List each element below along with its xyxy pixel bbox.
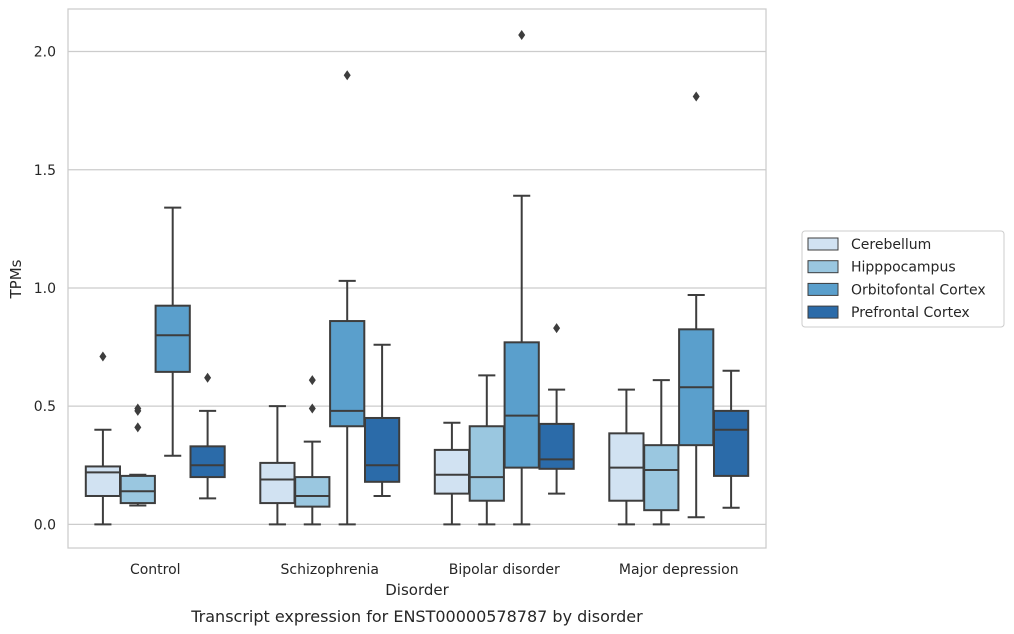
gridlines bbox=[68, 50, 766, 525]
y-tick-label: 2.0 bbox=[34, 45, 56, 61]
outlier-point bbox=[134, 403, 142, 414]
legend-item: Hipppocampus bbox=[807, 260, 956, 276]
box bbox=[433, 448, 471, 495]
y-tick-label: 1.0 bbox=[34, 281, 56, 297]
outlier-point bbox=[343, 70, 351, 81]
outlier-point bbox=[308, 375, 316, 386]
box-group bbox=[608, 388, 645, 526]
plot-frame bbox=[67, 8, 767, 549]
legend-item: Orbitofontal Cortex bbox=[807, 282, 986, 298]
box bbox=[503, 341, 540, 469]
box-group bbox=[259, 405, 296, 526]
legend-swatch bbox=[807, 237, 839, 251]
box bbox=[363, 416, 401, 483]
box-group bbox=[84, 351, 122, 526]
box bbox=[84, 465, 122, 497]
legend-item: Prefrontal Cortex bbox=[807, 305, 970, 321]
legend-frame bbox=[801, 230, 1005, 328]
box bbox=[329, 320, 366, 428]
box-group bbox=[363, 343, 401, 497]
legend-swatch bbox=[807, 305, 839, 319]
chart-caption: Transcript expression for ENST0000057878… bbox=[190, 607, 643, 626]
plot-area bbox=[84, 30, 750, 526]
x-tick-label: Major depression bbox=[619, 562, 739, 578]
outlier-point bbox=[204, 372, 212, 383]
legend-label: Cerebellum bbox=[851, 237, 931, 253]
y-axis-label: TPMs bbox=[7, 259, 25, 299]
box bbox=[154, 304, 191, 373]
legend-label: Hipppocampus bbox=[851, 260, 956, 276]
box-group bbox=[678, 91, 715, 519]
x-axis-label: Disorder bbox=[385, 581, 449, 599]
box bbox=[294, 476, 331, 508]
legend-label: Prefrontal Cortex bbox=[851, 305, 970, 321]
legend: Cerebellum Hipppocampus Orbitofontal Corte… bbox=[801, 230, 1005, 328]
box-group bbox=[503, 30, 540, 526]
outlier-point bbox=[518, 30, 526, 41]
legend-swatch bbox=[807, 260, 839, 274]
outlier-point bbox=[553, 323, 561, 334]
box-group bbox=[538, 323, 575, 495]
box-group bbox=[119, 403, 156, 507]
outlier-point bbox=[308, 403, 316, 414]
y-tick-label: 0.5 bbox=[34, 399, 56, 415]
y-axis-ticks: 0.0 0.5 1.0 1.5 2.0 bbox=[34, 45, 56, 534]
box bbox=[468, 425, 505, 502]
box bbox=[643, 444, 680, 512]
box bbox=[189, 445, 226, 479]
outlier-point bbox=[692, 91, 700, 102]
box bbox=[259, 461, 296, 505]
box-group bbox=[433, 421, 471, 526]
outlier-point bbox=[134, 422, 142, 433]
box bbox=[538, 422, 575, 470]
x-tick-label: Schizophrenia bbox=[281, 562, 379, 578]
x-axis-ticks: Control Schizophrenia Bipolar disorder Majo… bbox=[130, 562, 739, 578]
outlier-point bbox=[99, 351, 107, 362]
box-group bbox=[468, 374, 505, 526]
box bbox=[712, 409, 750, 477]
box-group bbox=[643, 379, 680, 526]
legend-item: Cerebellum bbox=[807, 237, 931, 253]
box-group bbox=[294, 375, 331, 526]
x-tick-label: Bipolar disorder bbox=[449, 562, 560, 578]
box bbox=[119, 474, 156, 505]
box-group bbox=[712, 369, 750, 509]
y-tick-label: 1.5 bbox=[34, 163, 56, 179]
y-tick-label: 0.0 bbox=[34, 517, 56, 533]
x-tick-label: Control bbox=[130, 562, 181, 578]
box-group bbox=[329, 70, 366, 526]
box-group bbox=[189, 372, 226, 500]
legend-label: Orbitofontal Cortex bbox=[851, 282, 986, 298]
box-group bbox=[154, 206, 191, 457]
legend-swatch bbox=[807, 282, 839, 296]
